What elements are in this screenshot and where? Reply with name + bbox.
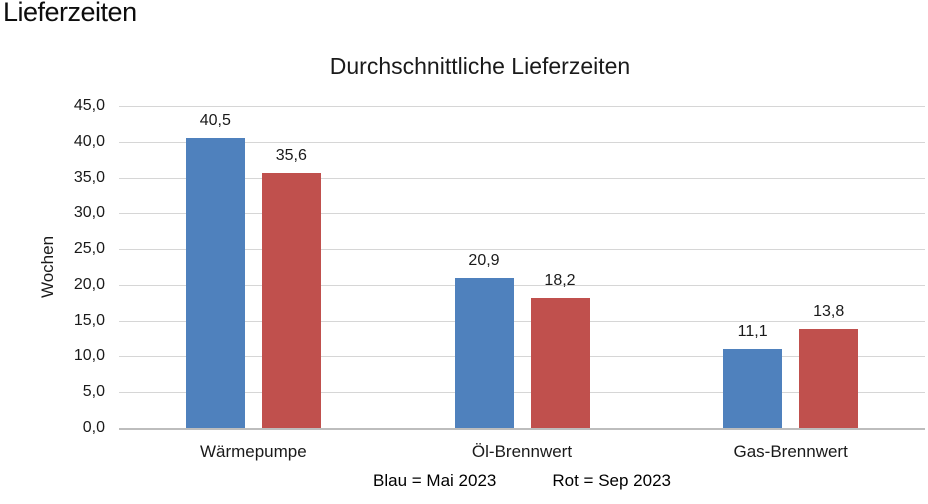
category-label: Wärmepumpe (199, 442, 307, 461)
bar-value-label: 11,1 (737, 322, 768, 340)
bar-mai-2023 (185, 138, 245, 428)
y-tick-label: 20,0 (73, 275, 105, 293)
bar-value-label: 20,9 (468, 252, 500, 270)
bar-mai-2023 (454, 278, 514, 428)
legend-item-blau-mai-2023: Blau = Mai 2023 (373, 471, 497, 490)
gridline (119, 356, 925, 358)
gridline (119, 106, 925, 107)
y-tick-label: 15,0 (73, 311, 105, 329)
y-tick-label: 5,0 (82, 383, 105, 401)
y-tick-label: 30,0 (73, 204, 105, 222)
y-tick-label: 10,0 (73, 347, 105, 365)
legend: Blau = Mai 2023 Rot = Sep 2023 (119, 471, 925, 491)
y-tick-label: 45,0 (73, 97, 105, 114)
y-tick-label: 25,0 (73, 240, 105, 258)
y-tick-label: 0,0 (82, 419, 105, 436)
gridline (119, 213, 925, 215)
bar-value-label: 40,5 (199, 112, 231, 130)
bar-value-label: 35,6 (275, 147, 307, 165)
gridline (119, 392, 925, 394)
chart-title: Durchschnittliche Lieferzeiten (329, 53, 631, 79)
bar-sep-2023 (261, 173, 321, 428)
bar-sep-2023 (799, 329, 859, 428)
bar-sep-2023 (530, 297, 590, 428)
y-tick-label: 35,0 (73, 168, 105, 186)
bar-mai-2023 (723, 348, 783, 428)
bar-value-label: 18,2 (544, 271, 576, 289)
legend-item-rot-sep-2023: Rot = Sep 2023 (552, 471, 671, 490)
y-tick-label: 40,0 (73, 132, 105, 150)
bar-value-label: 13,8 (813, 303, 845, 321)
gridline (119, 249, 925, 251)
category-label: Öl-Brennwert (471, 442, 573, 461)
category-label: Gas-Brennwert (733, 442, 848, 461)
gridline (119, 141, 925, 143)
gridline (119, 284, 925, 286)
plot-area: 40,5 35,6 20,9 18,2 11,1 13,8 (119, 106, 925, 430)
gridline (119, 320, 925, 322)
page-title: Lieferzeiten (3, 0, 137, 27)
gridline (119, 177, 925, 179)
